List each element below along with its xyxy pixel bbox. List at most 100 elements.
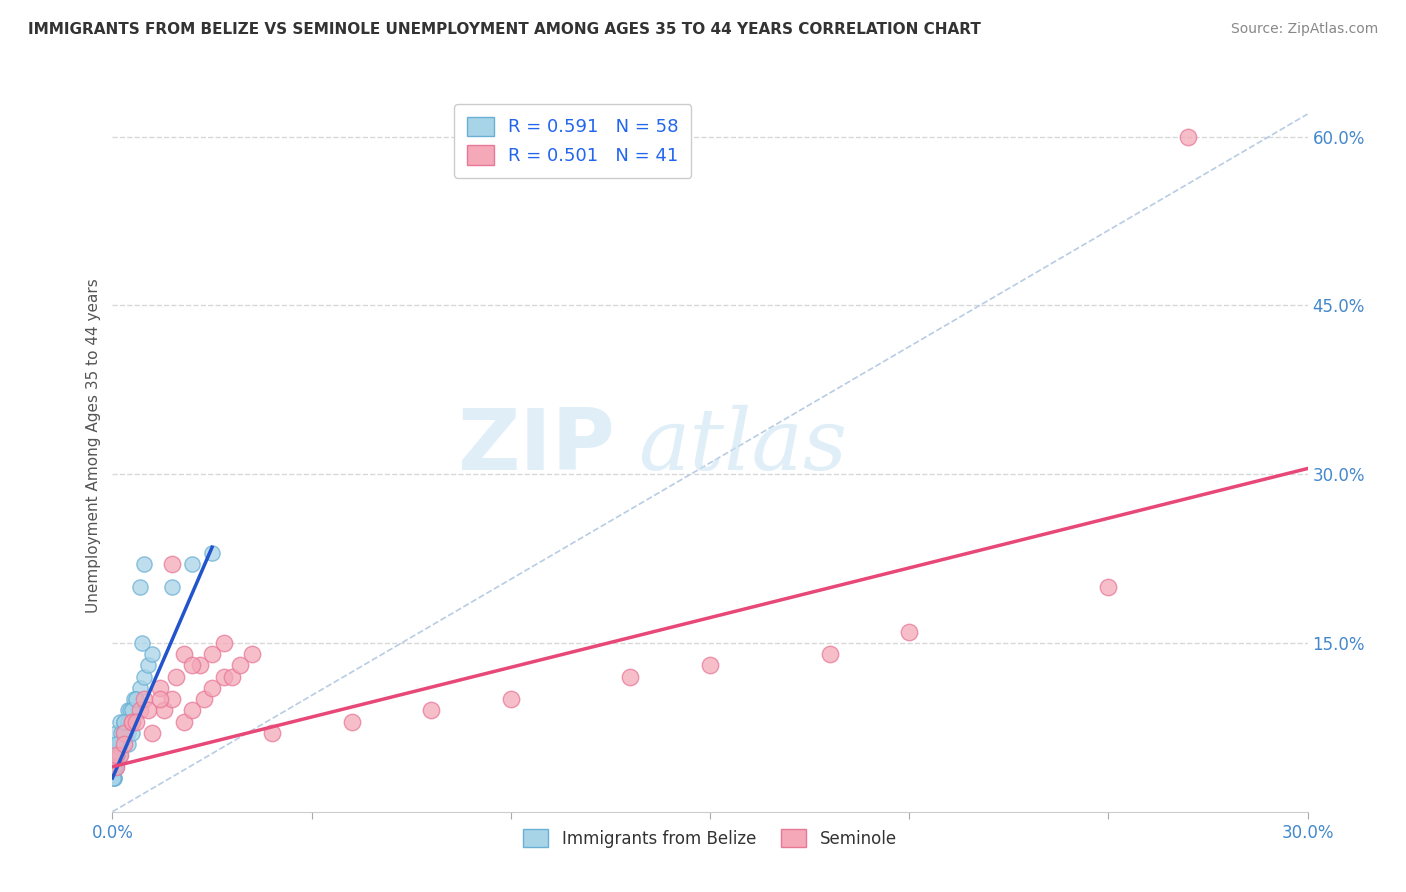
Point [111, 737, 134, 751]
Point [110, 748, 132, 763]
Point [105, 748, 128, 763]
Point [173, 647, 195, 661]
Text: ZIP: ZIP [457, 404, 614, 488]
Point [201, 647, 224, 661]
Point [818, 647, 841, 661]
Point [699, 658, 721, 673]
Point [121, 714, 143, 729]
Point [181, 703, 204, 717]
Point [173, 714, 195, 729]
Point [121, 714, 143, 729]
Point [138, 658, 160, 673]
Point [125, 692, 148, 706]
Point [105, 748, 128, 763]
Point [260, 726, 283, 740]
Point [103, 771, 125, 785]
Text: atlas: atlas [638, 405, 848, 487]
Point [162, 692, 183, 706]
Point [114, 737, 135, 751]
Point [212, 636, 235, 650]
Point [181, 658, 204, 673]
Point [114, 726, 135, 740]
Point [125, 714, 148, 729]
Point [110, 748, 132, 763]
Point [108, 737, 131, 751]
Point [201, 681, 224, 695]
Point [110, 726, 132, 740]
Point [121, 703, 143, 717]
Point [121, 703, 143, 717]
Point [105, 748, 128, 763]
Point [125, 692, 148, 706]
Point [420, 703, 443, 717]
Point [103, 771, 125, 785]
Point [120, 714, 142, 729]
Point [499, 692, 522, 706]
Point [117, 737, 139, 751]
Point [134, 557, 156, 571]
Point [134, 692, 156, 706]
Point [104, 760, 127, 774]
Point [120, 703, 142, 717]
Point [141, 726, 163, 740]
Point [114, 726, 135, 740]
Point [103, 771, 125, 785]
Point [103, 760, 125, 774]
Point [110, 737, 132, 751]
Point [240, 647, 263, 661]
Point [124, 692, 146, 706]
Point [619, 670, 641, 684]
Point [117, 714, 139, 729]
Point [117, 714, 139, 729]
Point [221, 670, 243, 684]
Point [121, 703, 143, 717]
Point [141, 647, 163, 661]
Point [188, 658, 211, 673]
Point [129, 580, 152, 594]
Point [193, 692, 215, 706]
Point [104, 748, 127, 763]
Point [114, 714, 135, 729]
Point [104, 760, 127, 774]
Y-axis label: Unemployment Among Ages 35 to 44 years: Unemployment Among Ages 35 to 44 years [86, 278, 101, 614]
Point [129, 703, 152, 717]
Point [110, 748, 132, 763]
Point [103, 760, 125, 774]
Point [105, 760, 128, 774]
Point [107, 748, 129, 763]
Point [149, 681, 172, 695]
Point [114, 714, 135, 729]
Point [212, 670, 235, 684]
Point [105, 760, 128, 774]
Point [229, 658, 252, 673]
Point [340, 714, 363, 729]
Point [114, 726, 135, 740]
Point [149, 692, 172, 706]
Point [181, 557, 204, 571]
Point [110, 714, 132, 729]
Point [114, 737, 135, 751]
Point [201, 546, 224, 560]
Text: IMMIGRANTS FROM BELIZE VS SEMINOLE UNEMPLOYMENT AMONG AGES 35 TO 44 YEARS CORREL: IMMIGRANTS FROM BELIZE VS SEMINOLE UNEMP… [28, 22, 981, 37]
Point [114, 726, 135, 740]
Point [105, 726, 128, 740]
Point [115, 726, 138, 740]
Point [898, 624, 921, 639]
Point [117, 714, 139, 729]
Point [162, 557, 183, 571]
Point [138, 703, 160, 717]
Point [129, 681, 152, 695]
Point [105, 748, 128, 763]
Point [153, 703, 176, 717]
Point [114, 737, 135, 751]
Point [162, 580, 183, 594]
Point [117, 726, 139, 740]
Point [165, 670, 187, 684]
Legend: Immigrants from Belize, Seminole: Immigrants from Belize, Seminole [517, 822, 903, 855]
Point [110, 737, 132, 751]
Point [121, 726, 143, 740]
Point [1177, 129, 1199, 144]
Point [131, 636, 153, 650]
Point [105, 748, 128, 763]
Text: Source: ZipAtlas.com: Source: ZipAtlas.com [1230, 22, 1378, 37]
